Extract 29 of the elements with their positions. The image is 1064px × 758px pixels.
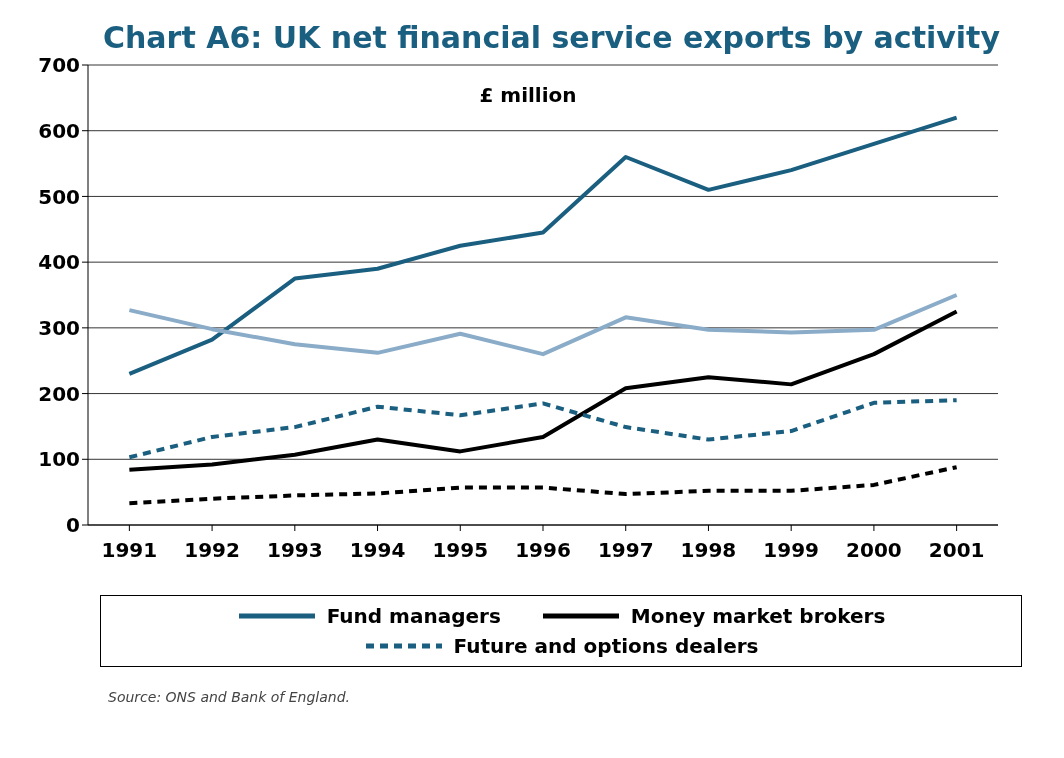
line-series — [127, 465, 959, 506]
x-tick-label: 1992 — [184, 538, 240, 563]
y-tick-label: 100 — [38, 447, 80, 472]
x-tick-label: 1996 — [515, 538, 571, 563]
legend-label: Future and options dealers — [453, 634, 759, 658]
y-tick-label: 500 — [38, 184, 80, 209]
x-tick-label: 1993 — [266, 538, 323, 563]
x-tick-label: 2001 — [928, 538, 985, 563]
x-tick-label: 1994 — [349, 538, 406, 563]
x-tick-label: 2000 — [846, 538, 902, 563]
x-tick-label: 1995 — [432, 538, 489, 563]
y-tick-label: 600 — [38, 118, 80, 143]
line-series — [127, 398, 959, 460]
y-tick-label: 400 — [38, 250, 80, 275]
line-series — [127, 115, 959, 376]
y-axis-title: £ million — [478, 83, 578, 107]
y-tick-label: 700 — [38, 53, 80, 78]
x-tick-label: 1991 — [101, 538, 158, 563]
y-tick-label: 200 — [38, 381, 80, 406]
line-series — [127, 293, 959, 357]
legend-label: Money market brokers — [630, 604, 886, 628]
x-tick-label: 1998 — [680, 538, 737, 563]
chart-title: Chart A6: UK net financial service exports by activity — [103, 20, 1001, 55]
x-tick-label: 1997 — [597, 538, 654, 563]
legend-label: Fund managers — [326, 604, 501, 628]
source-note: Source: ONS and Bank of England. — [108, 689, 352, 705]
x-tick-label: 1999 — [763, 538, 820, 563]
y-tick-label: 0 — [66, 513, 80, 538]
y-tick-label: 300 — [38, 315, 80, 340]
